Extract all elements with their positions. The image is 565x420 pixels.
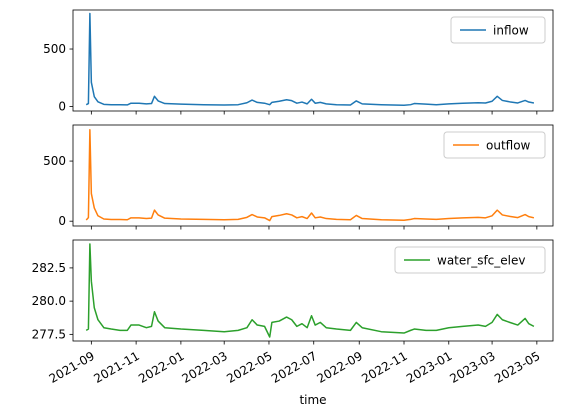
legend-label: inflow (493, 24, 529, 38)
subplot-1: 0 500 inflow (43, 9, 554, 115)
legend: outflow (443, 131, 546, 159)
y-tick-label: 282.5 (32, 261, 66, 275)
legend: inflow (450, 16, 546, 44)
x-tick-label: 2021-11 (91, 349, 141, 386)
x-tick-label: 2022-01 (136, 349, 186, 386)
legend-box (394, 246, 546, 274)
subplot-3: 277.5280.0282.52021-092021-112022-012022… (32, 239, 554, 407)
axes-frame (72, 124, 554, 227)
legend-label: outflow (486, 139, 531, 153)
x-tick-label: 2021-09 (47, 349, 97, 386)
axes-frame (72, 9, 554, 112)
y-tick-label: 277.5 (32, 327, 66, 341)
legend-box (450, 16, 546, 44)
series-line-inflow (85, 12, 535, 107)
x-tick-label: 2022-11 (359, 349, 409, 386)
series-line-water-sfc-elev (85, 243, 535, 338)
x-tick-label: 2023-01 (404, 349, 454, 386)
y-tick-label: 280.0 (32, 294, 66, 308)
legend-label: water_sfc_elev (437, 254, 525, 268)
x-tick-label: 2023-03 (447, 349, 497, 386)
x-tick-label: 2022-07 (269, 349, 319, 386)
x-tick-label: 2022-03 (179, 349, 229, 386)
y-tick-label: 0 (58, 214, 66, 228)
x-tick-label: 2023-05 (492, 349, 542, 386)
y-tick-label: 500 (43, 42, 66, 56)
x-tick-label: 2022-09 (315, 349, 365, 386)
legend-box (443, 131, 546, 159)
x-axis-label: time (299, 393, 326, 407)
legend: water_sfc_elev (394, 246, 546, 274)
y-tick-label: 0 (58, 99, 66, 113)
y-tick-label: 500 (43, 154, 66, 168)
axes-frame (72, 239, 554, 342)
series-line-outflow (85, 129, 535, 222)
x-tick-label: 2022-05 (224, 349, 274, 386)
subplot-2: 0 500 outflow (43, 124, 554, 230)
